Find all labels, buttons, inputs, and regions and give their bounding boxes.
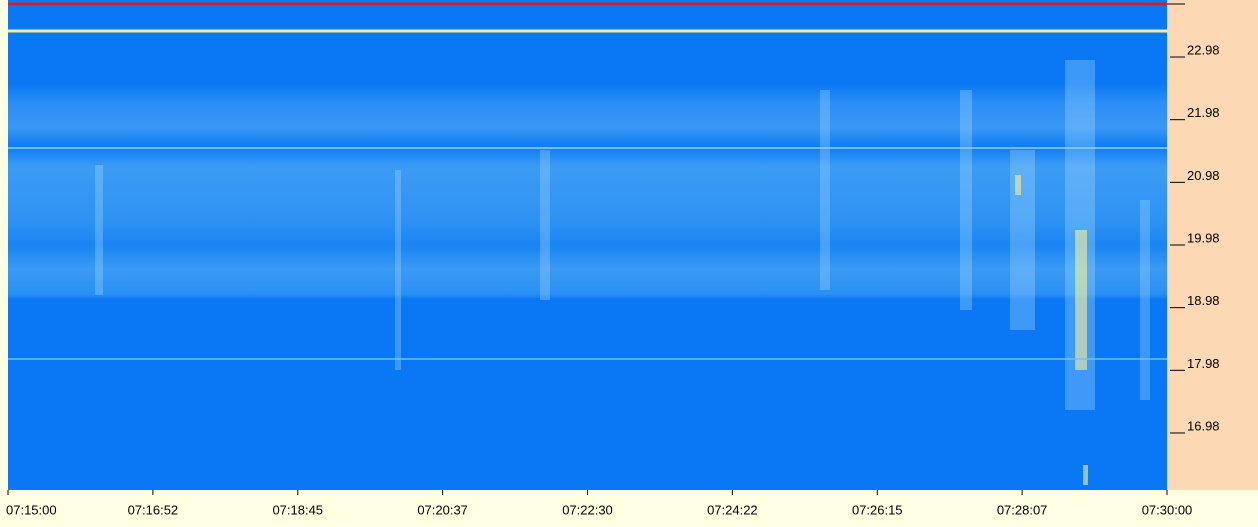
y-tick-label: 16.98 bbox=[1187, 418, 1220, 433]
y-tick-label: 22.98 bbox=[1187, 42, 1220, 57]
plot-area bbox=[8, 0, 1167, 490]
y-tick-label: 17.98 bbox=[1187, 356, 1220, 371]
y-tick-label: 18.98 bbox=[1187, 293, 1220, 308]
x-tick-label: 07:20:37 bbox=[417, 502, 468, 517]
y-tick-label: 19.98 bbox=[1187, 230, 1220, 245]
x-tick-label: 07:30:00 bbox=[1142, 502, 1193, 517]
x-tick-label: 07:24:22 bbox=[707, 502, 758, 517]
x-tick-label: 07:18:45 bbox=[272, 502, 323, 517]
x-tick-label: 07:15:00 bbox=[6, 502, 57, 517]
x-tick-label: 07:16:52 bbox=[128, 502, 179, 517]
hot-spots bbox=[1015, 175, 1088, 485]
x-tick-label: 07:28:07 bbox=[997, 502, 1048, 517]
x-tick-label: 07:22:30 bbox=[562, 502, 613, 517]
y-tick-label: 20.98 bbox=[1187, 168, 1220, 183]
y-tick-label: 21.98 bbox=[1187, 105, 1220, 120]
x-tick-label: 07:26:15 bbox=[852, 502, 903, 517]
